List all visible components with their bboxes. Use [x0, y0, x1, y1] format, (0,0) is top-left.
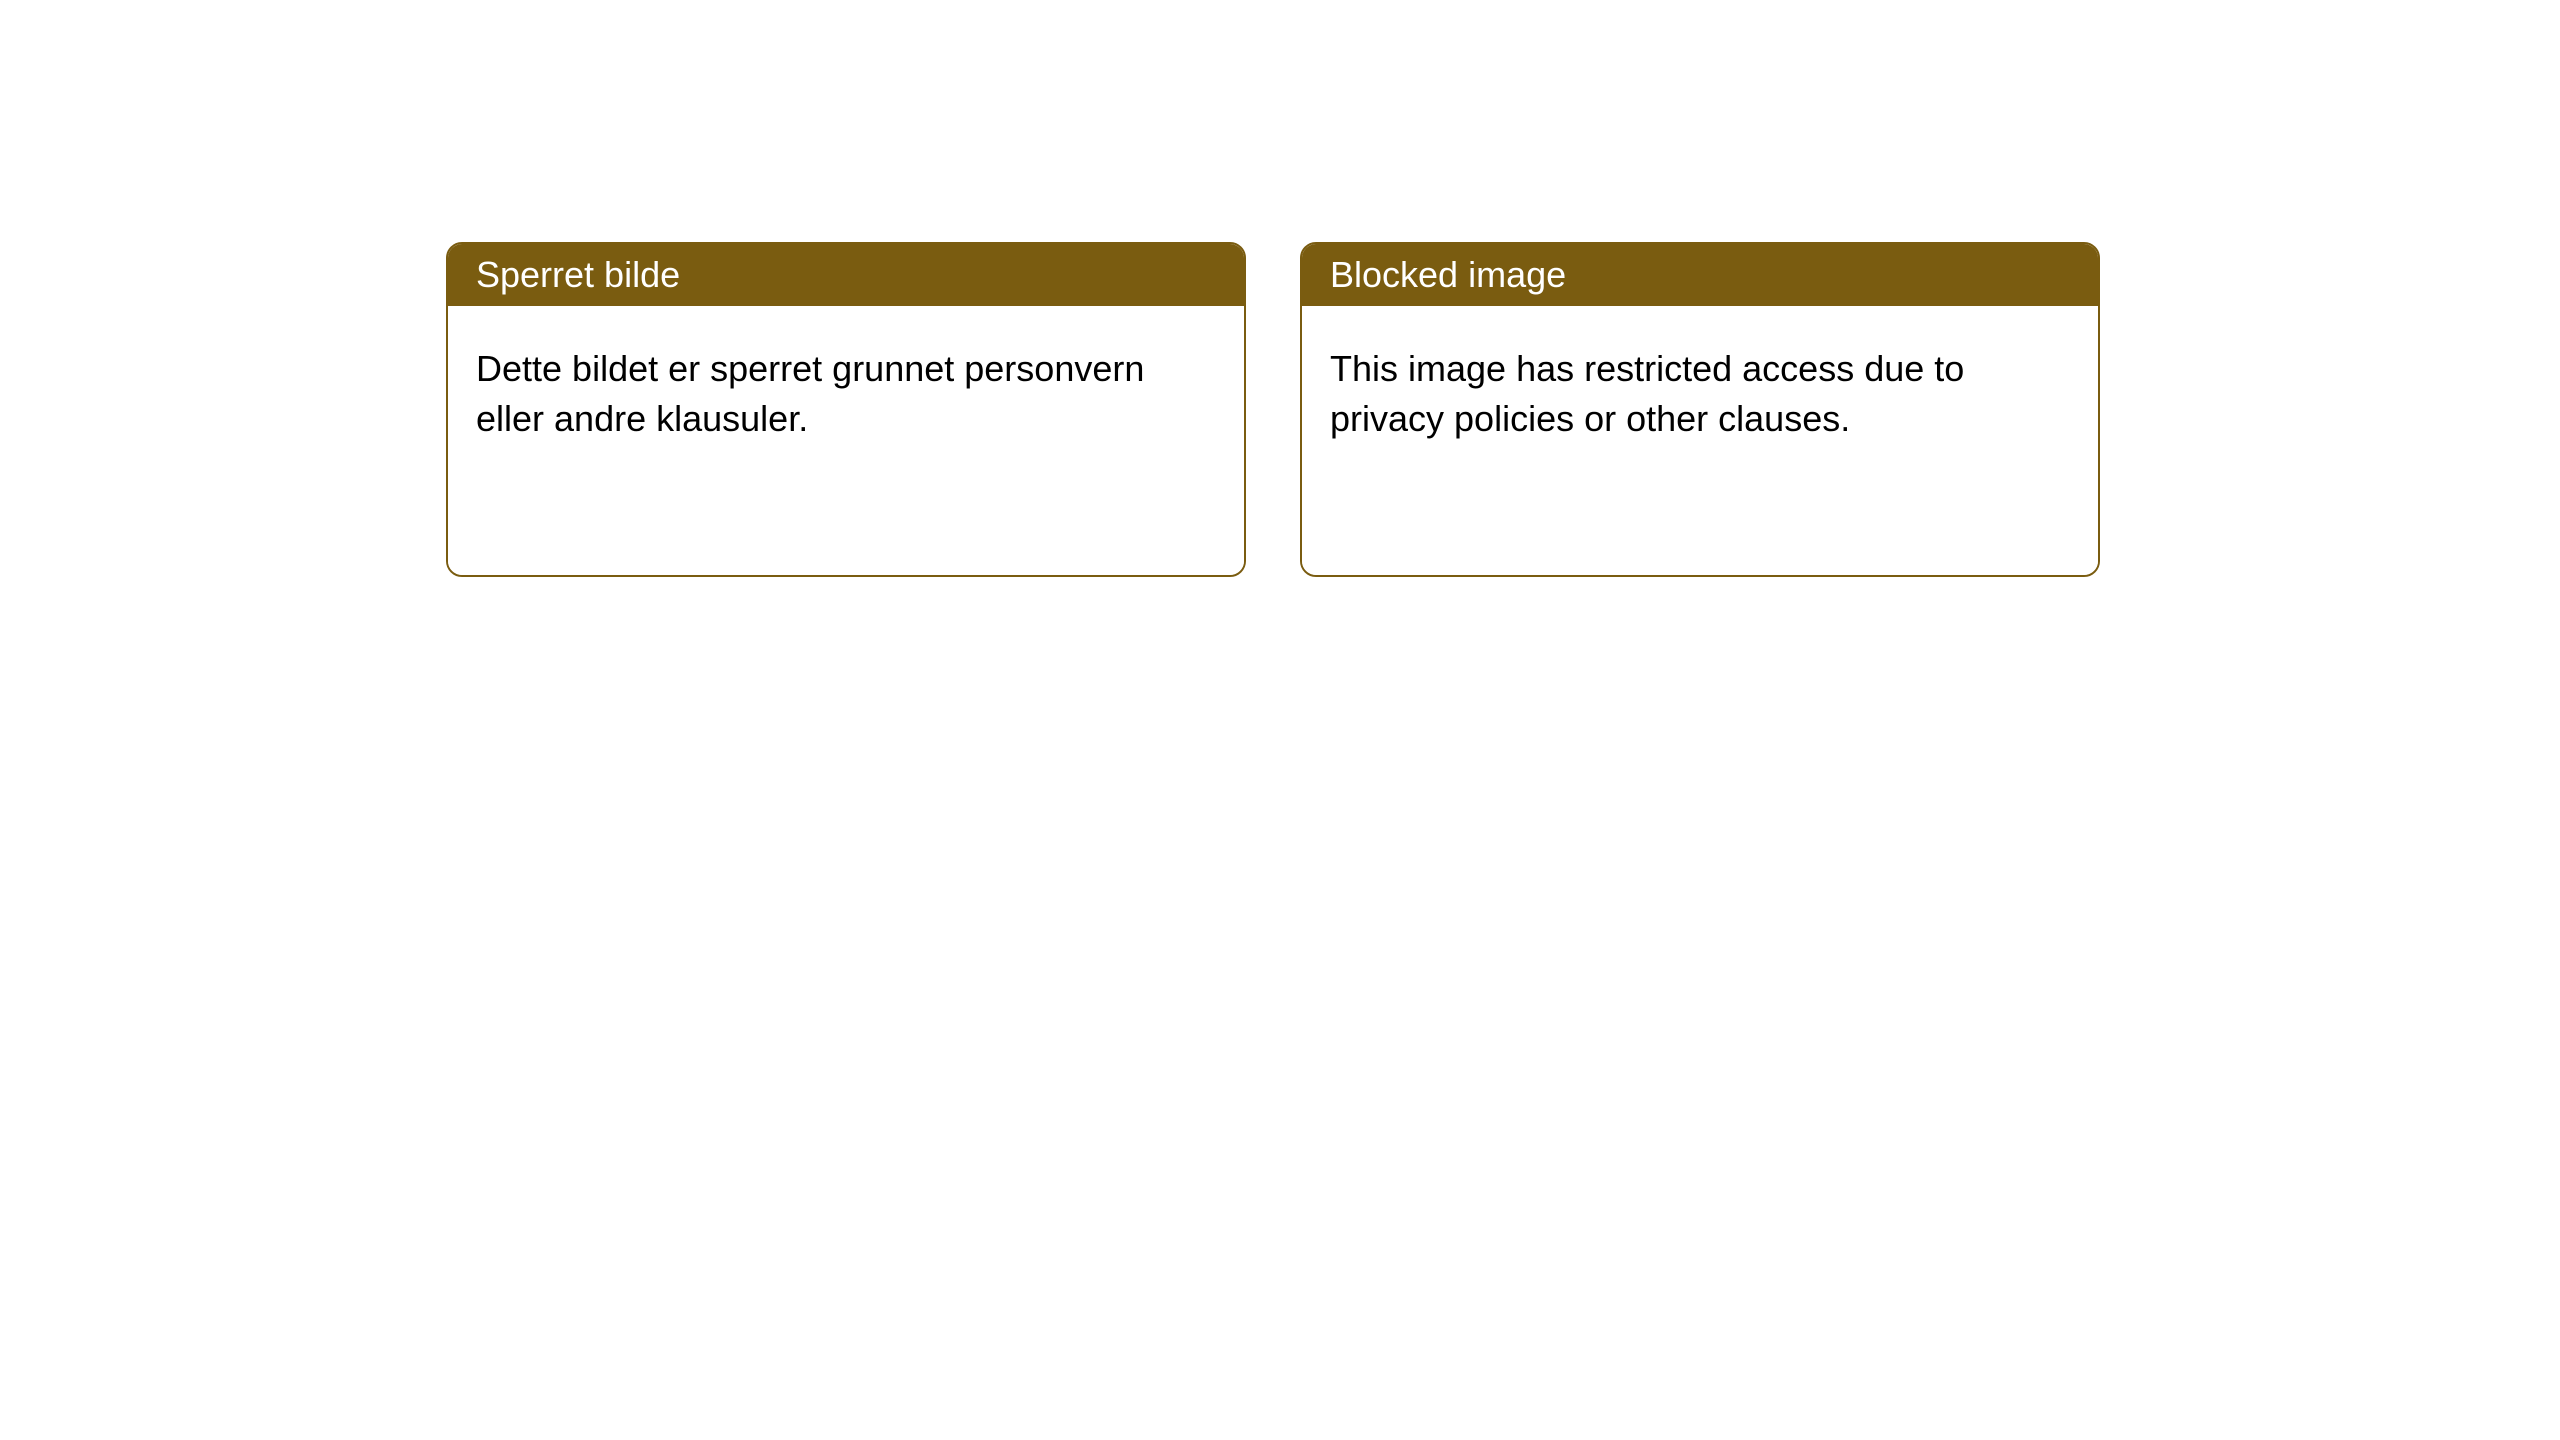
card-header: Blocked image [1302, 244, 2098, 306]
card-title: Blocked image [1330, 254, 1566, 295]
card-message: This image has restricted access due to … [1330, 344, 2070, 445]
notice-card-english: Blocked image This image has restricted … [1300, 242, 2100, 577]
card-title: Sperret bilde [476, 254, 680, 295]
notice-container: Sperret bilde Dette bildet er sperret gr… [0, 0, 2560, 577]
card-header: Sperret bilde [448, 244, 1244, 306]
notice-card-norwegian: Sperret bilde Dette bildet er sperret gr… [446, 242, 1246, 577]
card-body: This image has restricted access due to … [1302, 306, 2098, 575]
card-body: Dette bildet er sperret grunnet personve… [448, 306, 1244, 575]
card-message: Dette bildet er sperret grunnet personve… [476, 344, 1216, 445]
